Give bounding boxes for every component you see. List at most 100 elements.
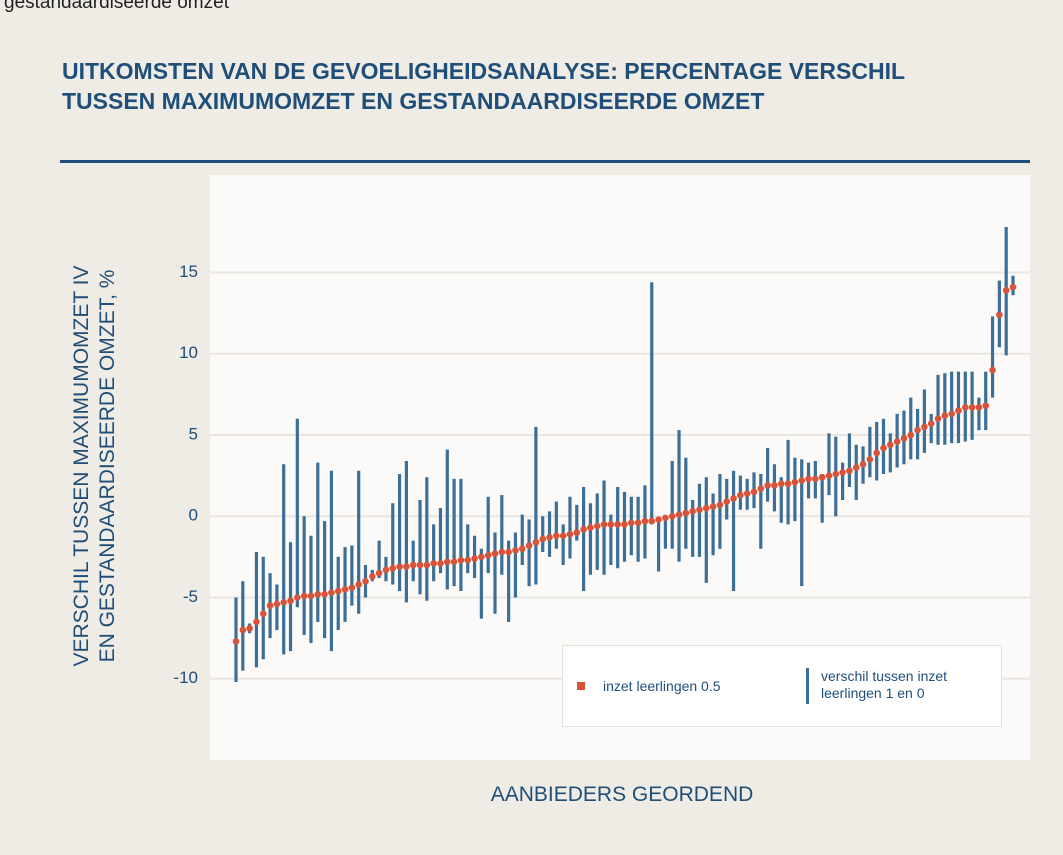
dot	[457, 556, 465, 564]
dot	[587, 524, 594, 531]
dot	[355, 581, 362, 588]
dot	[621, 521, 628, 528]
dot	[1002, 287, 1010, 294]
dot	[546, 534, 553, 541]
dot	[716, 501, 724, 509]
dot	[873, 449, 880, 457]
y-tick-label: -10	[173, 668, 198, 687]
dot	[893, 438, 901, 445]
dot	[907, 431, 915, 439]
dot	[505, 548, 512, 556]
dot	[825, 472, 833, 479]
y-tick-label: -5	[183, 587, 198, 606]
dot	[777, 480, 785, 488]
dot	[375, 569, 383, 577]
dot	[771, 482, 778, 489]
dot	[961, 404, 969, 411]
dot	[464, 556, 472, 564]
title-rule	[60, 160, 1030, 163]
dot	[443, 558, 451, 566]
chart-title: UITKOMSTEN VAN DE GEVOELIGHEIDSANALYSE: …	[62, 58, 906, 114]
dot	[334, 587, 342, 595]
dot	[750, 488, 758, 496]
dot	[941, 412, 949, 419]
dot	[662, 514, 669, 522]
dot	[921, 423, 928, 431]
dot	[280, 599, 288, 606]
dot	[253, 618, 260, 626]
dot	[764, 482, 771, 489]
y-tick-label: 15	[179, 262, 198, 281]
dot	[737, 491, 744, 499]
dot	[887, 441, 894, 449]
dot	[709, 503, 717, 510]
legend-label: verschil tussen inzet leerlingen 1 en 0	[821, 668, 948, 701]
dot	[532, 538, 540, 546]
dot	[975, 404, 983, 411]
dot	[539, 535, 547, 543]
x-axis-label: AANBIEDERS GEORDEND	[490, 783, 754, 806]
dot	[232, 638, 240, 645]
dot	[791, 478, 799, 486]
dot	[982, 402, 990, 410]
dot	[491, 550, 499, 557]
dot	[914, 426, 921, 434]
dot	[955, 407, 962, 414]
dot	[948, 410, 955, 418]
dot	[403, 563, 410, 570]
dot	[798, 477, 806, 484]
y-tick-label: 0	[189, 506, 198, 525]
caption: gestandaardiseerde omzet	[4, 0, 229, 13]
dot	[498, 548, 506, 556]
dot	[689, 508, 696, 515]
dot	[593, 522, 601, 530]
dot	[416, 561, 424, 569]
dot	[784, 480, 792, 488]
dot	[518, 545, 526, 553]
dot	[573, 529, 581, 536]
dot	[696, 506, 703, 514]
y-tick-label: 5	[189, 424, 198, 443]
dot	[566, 530, 574, 538]
dot	[389, 564, 397, 572]
dot	[362, 577, 369, 585]
dot	[818, 473, 826, 481]
dot	[805, 475, 812, 483]
dot	[246, 625, 253, 632]
dot	[641, 517, 649, 525]
dot	[307, 592, 315, 600]
dot	[846, 467, 853, 475]
dot	[996, 311, 1003, 319]
legend-bar-swatch	[806, 668, 809, 704]
dot	[471, 555, 478, 562]
dot	[682, 509, 690, 517]
dot	[607, 521, 615, 528]
dot	[341, 586, 349, 593]
dot	[1009, 283, 1017, 291]
dot	[614, 521, 621, 528]
y-axis-label: VERSCHIL TUSSEN MAXIMUMOMZET IV EN GESTA…	[70, 265, 119, 667]
y-tick-label: 10	[179, 343, 198, 362]
dot	[600, 521, 608, 528]
dot	[430, 560, 437, 567]
legend-dot-swatch	[577, 682, 585, 690]
dot	[259, 610, 267, 618]
dot	[423, 561, 431, 569]
dot	[968, 404, 976, 411]
dot	[478, 553, 485, 561]
legend-label: inzet leerlingen 0.5	[603, 678, 721, 694]
dot	[675, 511, 683, 518]
dot	[287, 597, 294, 605]
dot	[730, 495, 737, 502]
dot	[382, 566, 390, 574]
dot	[743, 490, 751, 497]
dot	[348, 584, 356, 592]
dot	[369, 573, 376, 580]
dot	[655, 516, 662, 523]
dot	[396, 563, 403, 570]
dot	[266, 602, 274, 609]
dot	[634, 519, 642, 527]
dot	[934, 415, 942, 423]
dot	[239, 626, 247, 634]
